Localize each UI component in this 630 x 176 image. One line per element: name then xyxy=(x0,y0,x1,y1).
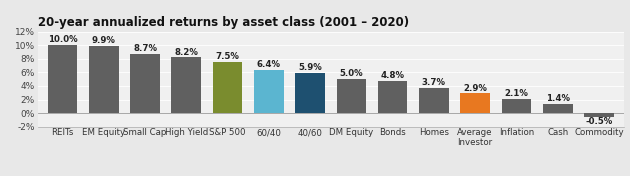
Text: 3.7%: 3.7% xyxy=(422,78,446,87)
Text: 10.0%: 10.0% xyxy=(48,35,77,45)
Text: 8.7%: 8.7% xyxy=(133,44,157,53)
Text: 7.5%: 7.5% xyxy=(215,52,239,61)
Bar xyxy=(543,104,573,113)
Text: 5.0%: 5.0% xyxy=(340,69,363,78)
Bar xyxy=(130,54,160,113)
Text: 2.1%: 2.1% xyxy=(505,89,529,98)
Bar xyxy=(336,79,366,113)
Bar xyxy=(419,88,449,113)
Bar xyxy=(378,81,408,113)
Text: 2.9%: 2.9% xyxy=(463,84,487,93)
Bar xyxy=(295,73,325,113)
Bar xyxy=(584,113,614,117)
Text: 5.9%: 5.9% xyxy=(298,63,322,72)
Bar xyxy=(171,58,201,113)
Text: 8.2%: 8.2% xyxy=(175,48,198,57)
Text: 4.8%: 4.8% xyxy=(381,71,404,80)
Text: 20-year annualized returns by asset class (2001 – 2020): 20-year annualized returns by asset clas… xyxy=(38,16,409,29)
Bar xyxy=(89,46,118,113)
Bar xyxy=(254,70,284,113)
Bar xyxy=(461,93,490,113)
Text: -0.5%: -0.5% xyxy=(585,117,612,126)
Bar xyxy=(501,99,531,113)
Text: 9.9%: 9.9% xyxy=(92,36,116,45)
Text: 6.4%: 6.4% xyxy=(257,60,281,69)
Text: 1.4%: 1.4% xyxy=(546,94,570,103)
Bar xyxy=(48,45,77,113)
Bar xyxy=(213,62,243,113)
